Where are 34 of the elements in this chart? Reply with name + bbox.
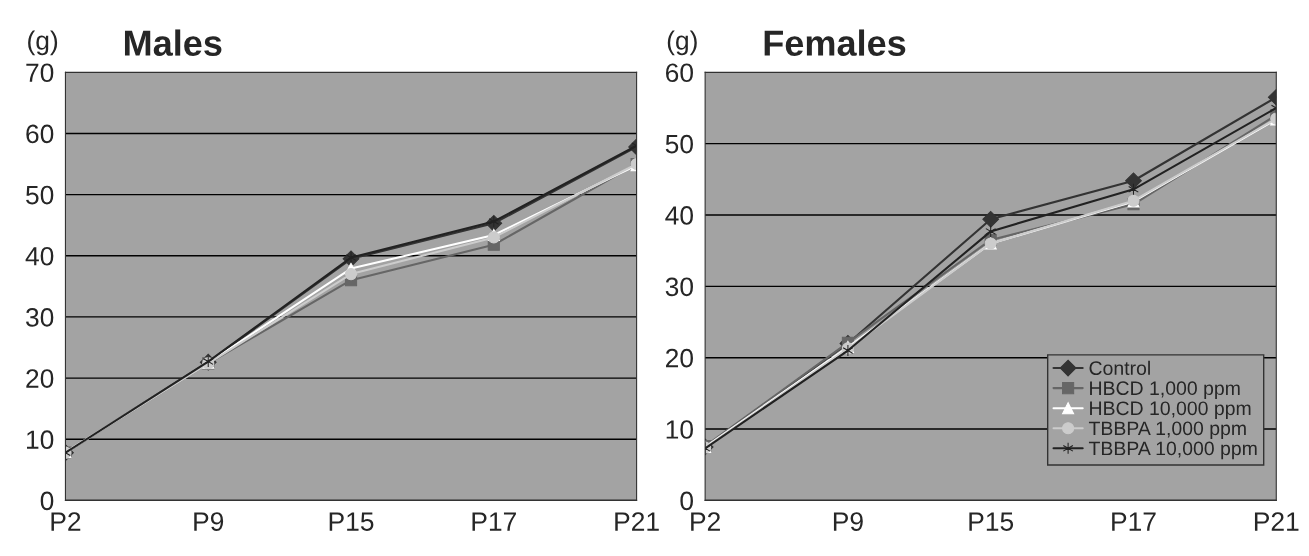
chart-title: Males [124,29,222,56]
chart-title: Females [764,29,906,56]
y-tick-label: 20 [666,348,693,368]
y-tick-label: 40 [25,246,54,266]
x-tick-label: P9 [194,512,224,531]
legend-label: Control [1089,360,1150,376]
y-tick-label: 10 [27,430,54,450]
y-tick-label: 30 [26,308,54,327]
legend-label: HBCD 10,000 ppm [1090,401,1251,420]
x-tick-label: P15 [969,512,1014,531]
x-tick-label: P21 [615,512,659,531]
y-tick-label: 20 [26,369,54,388]
x-tick-label: P9 [833,512,863,531]
y-axis-title: (g) [28,30,58,56]
y-tick-label: 40 [665,206,693,225]
x-tick-label: P17 [472,512,516,531]
legend-label: TBBPA 10,000 ppm [1088,441,1257,460]
y-axis-title: (g) [667,30,697,56]
y-tick-label: 50 [665,134,693,154]
y-tick-label: 60 [666,63,693,83]
y-tick-label: 0 [680,491,693,511]
y-tick-label: 30 [665,277,693,297]
y-tick-label: 70 [26,63,54,83]
x-tick-label: P15 [329,512,374,531]
y-tick-label: 10 [666,420,693,439]
x-tick-label: P17 [1112,512,1156,531]
y-tick-label: 0 [40,491,54,511]
x-tick-label: P21 [1254,512,1299,531]
legend-label: TBBPA 1,000 ppm [1088,421,1246,440]
x-tick-label: P2 [691,512,720,531]
y-tick-label: 60 [26,124,54,144]
legend-label: HBCD 1,000 ppm [1090,381,1240,399]
y-tick-label: 50 [26,185,54,205]
x-tick-label: P2 [51,512,81,531]
